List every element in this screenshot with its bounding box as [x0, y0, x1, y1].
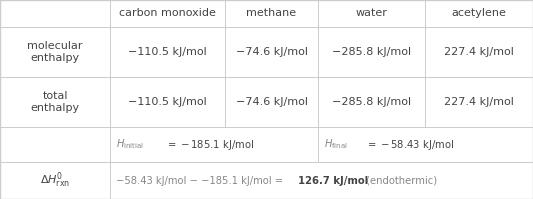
- Text: molecular
enthalpy: molecular enthalpy: [27, 41, 83, 63]
- Text: $= -185.1\ \rm kJ/mol$: $= -185.1\ \rm kJ/mol$: [166, 138, 254, 151]
- Text: 126.7 kJ/mol: 126.7 kJ/mol: [298, 176, 368, 185]
- Text: carbon monoxide: carbon monoxide: [119, 9, 216, 19]
- Text: −285.8 kJ/mol: −285.8 kJ/mol: [332, 47, 411, 57]
- Text: acetylene: acetylene: [451, 9, 506, 19]
- Text: methane: methane: [246, 9, 296, 19]
- Text: water: water: [356, 9, 387, 19]
- Text: $\Delta H^0_{\rm rxn}$: $\Delta H^0_{\rm rxn}$: [40, 171, 70, 190]
- Text: −74.6 kJ/mol: −74.6 kJ/mol: [236, 47, 308, 57]
- Text: −110.5 kJ/mol: −110.5 kJ/mol: [128, 47, 207, 57]
- Text: −58.43 kJ/mol − −185.1 kJ/mol =: −58.43 kJ/mol − −185.1 kJ/mol =: [116, 176, 286, 185]
- Text: total
enthalpy: total enthalpy: [30, 91, 79, 113]
- Text: (endothermic): (endothermic): [363, 176, 437, 185]
- Text: 227.4 kJ/mol: 227.4 kJ/mol: [444, 97, 514, 107]
- Text: $H_{\rm initial}$: $H_{\rm initial}$: [116, 138, 144, 151]
- Text: $H_{\rm final}$: $H_{\rm final}$: [324, 138, 348, 151]
- Text: −110.5 kJ/mol: −110.5 kJ/mol: [128, 97, 207, 107]
- Text: 227.4 kJ/mol: 227.4 kJ/mol: [444, 47, 514, 57]
- Text: −285.8 kJ/mol: −285.8 kJ/mol: [332, 97, 411, 107]
- Text: $= -58.43\ \rm kJ/mol$: $= -58.43\ \rm kJ/mol$: [366, 138, 454, 151]
- Text: −74.6 kJ/mol: −74.6 kJ/mol: [236, 97, 308, 107]
